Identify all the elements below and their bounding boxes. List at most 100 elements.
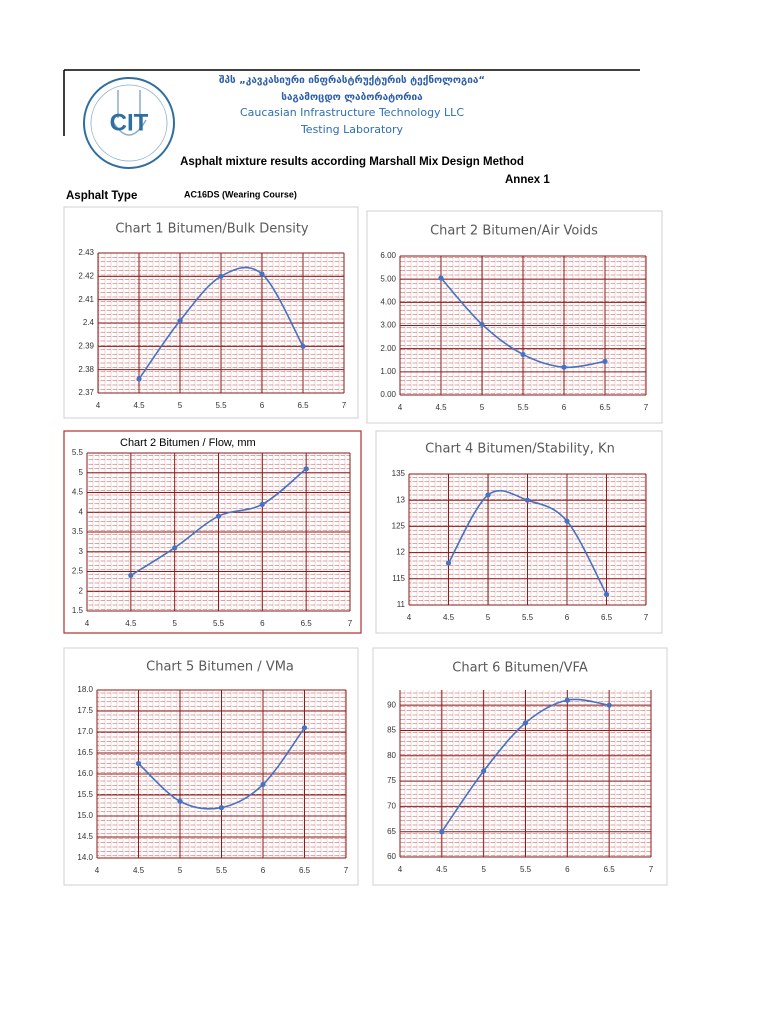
x-tick-label: 4 [96,401,101,410]
chart-title: Chart 2 Bitumen / Flow, mm [120,437,256,449]
data-point [128,572,134,579]
x-tick-label: 5.5 [517,403,529,412]
data-point [602,358,608,365]
x-tick-label: 4 [398,865,403,874]
data-point [135,760,142,767]
data-point [606,702,612,708]
data-point [603,591,610,598]
x-tick-label: 7 [644,613,649,622]
chart-title: Chart 2 Bitumen/Air Voids [430,224,598,239]
x-tick-label: 4.5 [133,866,145,875]
org-georgian: შპს „კავკასიური ინფრასტრუქტურის ტექნოლოგ… [219,74,485,86]
x-tick-label: 5 [486,613,491,622]
y-tick-label: 70 [387,802,396,811]
data-point [564,518,570,524]
y-tick-label: 16.5 [77,748,93,757]
x-tick-label: 6 [562,403,567,412]
y-tick-label: 14.5 [77,832,93,841]
y-tick-label: 15.0 [77,811,93,820]
asphalt-type: AC16DS (Wearing Course) [184,189,297,199]
x-tick-label: 4 [407,613,412,622]
y-tick-label: 3 [79,547,84,556]
chart-title: Chart 4 Bitumen/Stability, Kn [425,442,615,457]
data-point [481,768,487,774]
x-tick-label: 7 [344,866,349,875]
y-tick-label: 11 [397,600,406,609]
y-tick-label: 2.39 [78,341,94,350]
y-tick-label: 4.00 [380,297,396,306]
x-tick-label: 5 [481,865,486,874]
y-tick-label: 17.0 [77,727,93,736]
data-point [485,492,491,498]
x-tick-label: 6.5 [599,403,611,412]
y-tick-label: 75 [387,776,396,785]
y-tick-label: 1.5 [72,606,84,615]
y-tick-label: 12 [396,548,405,557]
doc-title: Asphalt mixture results according Marsha… [180,156,524,168]
y-tick-label: 6.00 [380,251,396,260]
x-tick-label: 7 [342,401,347,410]
x-tick-label: 5 [172,619,177,628]
logo: CIT [83,77,175,169]
org-english: Caucasian Infrastructure Technology LLC [240,106,464,119]
y-tick-label: 3.5 [72,527,84,536]
x-tick-label: 4.5 [443,613,455,622]
y-tick-label: 1.00 [380,367,396,376]
chart-title: Chart 6 Bitumen/VFA [452,661,588,676]
y-tick-label: 2.4 [83,318,95,327]
y-tick-label: 2.41 [78,295,94,304]
x-tick-label: 5.5 [522,613,534,622]
y-tick-label: 115 [392,574,405,583]
x-tick-label: 6 [261,866,266,875]
x-tick-label: 7 [644,403,649,412]
x-tick-label: 5 [480,403,485,412]
y-tick-label: 135 [392,469,406,478]
y-tick-label: 80 [387,751,396,760]
y-tick-label: 5.5 [72,448,84,457]
y-tick-label: 2.5 [72,567,84,576]
data-point [136,376,142,382]
x-tick-label: 6.5 [601,613,613,622]
y-tick-label: 0.00 [380,390,396,399]
x-tick-label: 4 [398,403,403,412]
x-tick-label: 6 [565,865,570,874]
x-tick-label: 7 [348,619,353,628]
y-tick-label: 125 [392,522,406,531]
data-point [479,321,485,327]
data-point [259,501,265,507]
x-tick-label: 4.5 [436,865,448,874]
x-tick-label: 6.5 [297,401,309,410]
asphalt-type-label: Asphalt Type [66,190,137,202]
x-tick-label: 6 [260,619,265,628]
data-point [218,805,225,811]
x-tick-label: 4.5 [435,403,447,412]
y-tick-label: 15.5 [77,790,93,799]
x-tick-label: 5.5 [520,865,532,874]
chart-title: Chart 1 Bitumen/Bulk Density [115,222,309,237]
data-point [300,343,306,349]
data-point [260,781,266,788]
x-tick-label: 6.5 [301,619,313,628]
y-tick-label: 85 [387,726,396,735]
x-tick-label: 6.5 [604,865,616,874]
x-tick-label: 4.5 [125,619,137,628]
x-tick-label: 5 [178,401,183,410]
chart-title: Chart 5 Bitumen / VMa [146,660,294,675]
annex: Annex 1 [505,174,550,186]
x-tick-label: 4.5 [133,401,145,410]
y-tick-label: 4.5 [72,488,84,497]
y-tick-label: 2.42 [78,271,94,280]
y-tick-label: 18.0 [77,685,93,694]
data-point [301,725,308,731]
y-tick-label: 2 [79,586,84,595]
logo-text: CIT [110,109,149,136]
data-point [259,271,265,277]
data-point [445,560,452,566]
y-tick-label: 5.00 [380,274,396,283]
lab-english: Testing Laboratory [300,123,404,136]
data-point [561,364,567,370]
data-point [524,497,531,503]
data-point [218,273,224,279]
x-tick-label: 6 [565,613,570,622]
data-point [438,275,444,281]
